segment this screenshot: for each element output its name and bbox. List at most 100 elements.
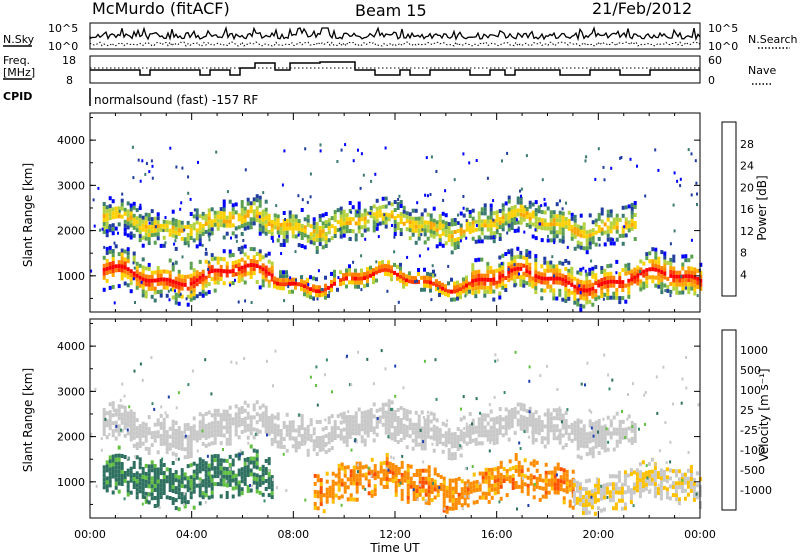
heatmap-cell bbox=[669, 273, 673, 278]
heatmap-cell bbox=[468, 436, 472, 440]
heatmap-cell bbox=[364, 476, 368, 481]
heatmap-cell bbox=[471, 422, 473, 426]
heatmap-cell bbox=[635, 472, 639, 477]
heatmap-cell bbox=[273, 221, 277, 226]
heatmap-cell bbox=[489, 289, 493, 294]
nsky-tick-bottom: 10^0 bbox=[48, 40, 78, 53]
heatmap-cell bbox=[510, 214, 514, 218]
heatmap-cell bbox=[483, 285, 487, 290]
heatmap-cell bbox=[472, 472, 476, 477]
heatmap-cell bbox=[300, 426, 304, 430]
heatmap-cell bbox=[300, 244, 304, 248]
heatmap-cell bbox=[421, 488, 425, 493]
heatmap-cell bbox=[641, 488, 645, 493]
heatmap-cell bbox=[330, 279, 333, 284]
heatmap-cell bbox=[134, 455, 137, 459]
heatmap-cell bbox=[204, 217, 208, 222]
heatmap-cell bbox=[306, 214, 310, 219]
heatmap-cell bbox=[135, 265, 139, 270]
heatmap-cell bbox=[492, 273, 496, 278]
heatmap-cell bbox=[678, 290, 682, 295]
heatmap-cell bbox=[354, 268, 357, 273]
heatmap-cell bbox=[243, 477, 247, 482]
cpid-text: normalsound (fast) -157 RF bbox=[94, 93, 258, 107]
heatmap-cell bbox=[126, 255, 130, 260]
heatmap-cell bbox=[297, 445, 301, 450]
heatmap-cell bbox=[348, 423, 352, 427]
heatmap-cell bbox=[514, 465, 518, 469]
heatmap-cell bbox=[594, 218, 598, 223]
heatmap-cell bbox=[135, 220, 139, 225]
heatmap-cell bbox=[632, 482, 636, 487]
heatmap-cell bbox=[618, 296, 622, 301]
heatmap-cell bbox=[393, 438, 397, 442]
heatmap-cell bbox=[219, 223, 223, 228]
heatmap-cell bbox=[252, 255, 256, 260]
heatmap-cell bbox=[297, 282, 300, 287]
heatmap-cell bbox=[126, 201, 130, 206]
heatmap-cell bbox=[177, 442, 181, 446]
heatmap-cell bbox=[633, 271, 637, 276]
heatmap-cell bbox=[644, 194, 647, 198]
heatmap-cell bbox=[510, 416, 514, 420]
heatmap-cell bbox=[210, 413, 214, 418]
colorbar-tick-label: 500 bbox=[740, 364, 761, 377]
heatmap-cell bbox=[603, 272, 607, 277]
heatmap-cell bbox=[369, 412, 373, 416]
heatmap-cell bbox=[321, 233, 325, 238]
heatmap-cell bbox=[555, 272, 559, 277]
heatmap-cell bbox=[540, 288, 544, 293]
heatmap-cell bbox=[534, 212, 538, 217]
heatmap-cell bbox=[354, 280, 357, 285]
heatmap-cell bbox=[222, 235, 226, 240]
heatmap-cell bbox=[222, 199, 226, 204]
heatmap-cell bbox=[195, 232, 199, 237]
heatmap-cell bbox=[662, 477, 666, 482]
heatmap-cell bbox=[165, 495, 169, 500]
heatmap-cell bbox=[540, 428, 544, 433]
heatmap-cell bbox=[447, 428, 451, 433]
heatmap-cell bbox=[546, 432, 550, 437]
heatmap-cell bbox=[534, 422, 538, 427]
heatmap-cell bbox=[120, 474, 124, 478]
heatmap-cell bbox=[507, 207, 511, 212]
heatmap-cell bbox=[471, 465, 474, 468]
heatmap-cell bbox=[480, 417, 484, 422]
heatmap-cell bbox=[555, 428, 559, 433]
heatmap-cell bbox=[333, 428, 337, 432]
heatmap-cell bbox=[354, 411, 358, 416]
heatmap-cell bbox=[483, 207, 487, 212]
heatmap-cell bbox=[153, 434, 157, 439]
heatmap-cell bbox=[600, 219, 604, 224]
heatmap-cell bbox=[538, 497, 542, 502]
heatmap-cell bbox=[129, 429, 133, 434]
heatmap-cell bbox=[585, 234, 589, 239]
heatmap-cell bbox=[382, 460, 386, 465]
heatmap-cell bbox=[255, 461, 259, 466]
heatmap-cell bbox=[540, 218, 544, 223]
heatmap-cell bbox=[559, 475, 563, 480]
heatmap-cell bbox=[633, 435, 637, 439]
heatmap-cell bbox=[315, 365, 318, 369]
heatmap-cell bbox=[249, 275, 253, 279]
heatmap-cell bbox=[105, 213, 109, 218]
heatmap-cell bbox=[324, 236, 328, 240]
heatmap-cell bbox=[234, 453, 238, 458]
heatmap-cell bbox=[577, 298, 580, 302]
heatmap-cell bbox=[405, 433, 409, 438]
heatmap-cell bbox=[171, 451, 175, 456]
heatmap-cell bbox=[324, 232, 328, 236]
heatmap-cell bbox=[642, 285, 646, 290]
heatmap-cell bbox=[270, 441, 274, 446]
heatmap-cell bbox=[270, 227, 274, 232]
heatmap-cell bbox=[141, 265, 145, 270]
heatmap-cell bbox=[418, 468, 422, 473]
heatmap-cell bbox=[423, 220, 427, 225]
heatmap-cell bbox=[255, 481, 259, 486]
heatmap-cell bbox=[644, 474, 648, 479]
heatmap-cell bbox=[231, 261, 235, 265]
heatmap-cell bbox=[495, 436, 499, 441]
heatmap-cell bbox=[492, 235, 496, 240]
heatmap-cell bbox=[252, 259, 256, 264]
